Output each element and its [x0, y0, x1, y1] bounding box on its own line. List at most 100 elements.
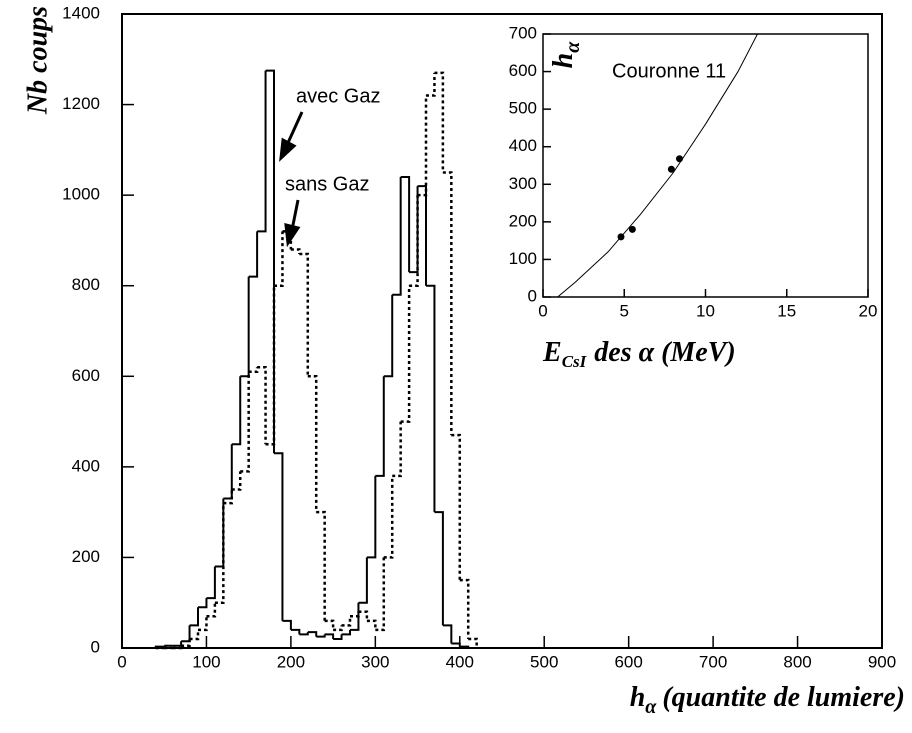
histogram-step	[282, 230, 293, 250]
histogram-step	[358, 610, 369, 621]
y-tick-label: 400	[72, 456, 100, 475]
x-tick-label: 100	[192, 652, 220, 671]
x-tick-label: 300	[361, 652, 389, 671]
histogram-step	[392, 177, 402, 296]
x-label-symbol: h	[630, 682, 646, 713]
y-tick-label: 700	[509, 23, 537, 42]
y-tick-label: 300	[509, 174, 537, 193]
arrow	[290, 199, 300, 231]
histogram-step	[417, 185, 427, 286]
arrow	[285, 111, 304, 146]
histogram-step	[442, 171, 453, 436]
histogram-step	[181, 638, 191, 647]
x-tick-label: 900	[868, 652, 896, 671]
histogram-step	[409, 195, 419, 287]
histogram-step	[214, 498, 225, 568]
data-point	[667, 165, 675, 173]
histogram-step	[375, 376, 385, 477]
histogram-step	[366, 475, 377, 559]
y-tick-label: 200	[72, 547, 100, 566]
histogram-step	[299, 632, 309, 636]
x-tick-label: 200	[277, 652, 305, 671]
histogram-step	[240, 276, 250, 378]
histogram-step	[451, 642, 461, 647]
histogram-step	[459, 578, 470, 639]
histogram-step	[181, 625, 191, 643]
histogram-step	[198, 616, 208, 632]
arrows	[279, 111, 304, 248]
histogram-step	[434, 71, 445, 173]
histogram-step	[206, 602, 217, 618]
x-axis-label: hα (quantite de lumiere)	[630, 682, 905, 717]
histogram-step	[257, 365, 267, 445]
histogram-step	[274, 452, 284, 621]
x-tick-label: 20	[859, 301, 878, 320]
histogram-step	[392, 421, 402, 478]
histogram-step	[214, 503, 225, 604]
histogram-step	[459, 645, 470, 648]
histogram-step	[468, 637, 478, 648]
histogram-step	[409, 186, 419, 274]
x-tick-label: 800	[783, 652, 811, 671]
histogram-step	[434, 511, 444, 626]
y-tick-label: 200	[509, 211, 537, 230]
histogram-step	[299, 252, 310, 377]
arrowhead	[284, 223, 301, 248]
histogram-step	[307, 375, 318, 513]
histogram-step	[316, 510, 326, 621]
y-tick-label: 600	[509, 61, 537, 80]
histogram-step	[442, 624, 453, 644]
histogram-step	[231, 376, 242, 446]
histogram-step	[341, 616, 352, 627]
histogram-step	[417, 95, 428, 197]
x-label-subscript: α	[645, 696, 657, 718]
y-axis-label: Nb coups	[22, 6, 53, 115]
x-tick-label: 10	[696, 301, 715, 320]
inset-y-subscript: α	[562, 41, 584, 53]
series-label: avec Gaz	[296, 85, 380, 107]
histogram-step	[341, 629, 351, 636]
y-tick-label: 1400	[62, 3, 100, 22]
inset-annotation: Couronne 11	[612, 60, 726, 82]
arrowhead	[279, 137, 297, 162]
histogram-step	[223, 444, 233, 500]
histogram-step	[333, 634, 343, 640]
inset-x-text: des α (MeV)	[594, 337, 735, 368]
y-tick-label: 0	[528, 286, 537, 305]
x-label-text: (quantite de lumiere)	[662, 682, 905, 713]
y-tick-label: 100	[509, 249, 537, 268]
inset-frame	[542, 33, 869, 298]
histogram-step	[189, 607, 199, 627]
histogram-step	[400, 285, 411, 423]
histogram-step	[426, 72, 436, 97]
histogram-step	[189, 629, 200, 641]
histogram-step	[316, 634, 326, 638]
y-tick-label: 800	[72, 275, 100, 294]
histogram-step	[350, 602, 360, 631]
histogram-step	[324, 619, 335, 630]
histogram-step	[198, 598, 208, 609]
histogram-step	[248, 367, 259, 374]
histogram-step	[265, 69, 275, 454]
x-tick-label: 0	[538, 301, 547, 320]
histogram-step	[375, 557, 386, 632]
histogram-step	[366, 619, 377, 630]
histogram-step	[172, 641, 183, 647]
inset-x-symbol: E	[542, 337, 562, 368]
histogram-step	[223, 489, 234, 505]
histogram-step	[257, 70, 267, 233]
x-tick-label: 700	[699, 652, 727, 671]
histogram-step	[307, 631, 318, 637]
histogram-step	[290, 628, 301, 635]
main-frame	[121, 13, 883, 649]
inset-x-label: ECsI des α (MeV)	[542, 337, 736, 370]
inset-x-subscript: CsI	[562, 352, 588, 371]
histogram-step	[383, 475, 394, 559]
x-tick-label: 5	[620, 301, 629, 320]
y-tick-label: 0	[91, 637, 100, 656]
histogram-step	[282, 619, 292, 630]
histogram-step	[206, 566, 216, 600]
x-tick-label: 15	[777, 301, 796, 320]
y-tick-label: 500	[509, 99, 537, 118]
